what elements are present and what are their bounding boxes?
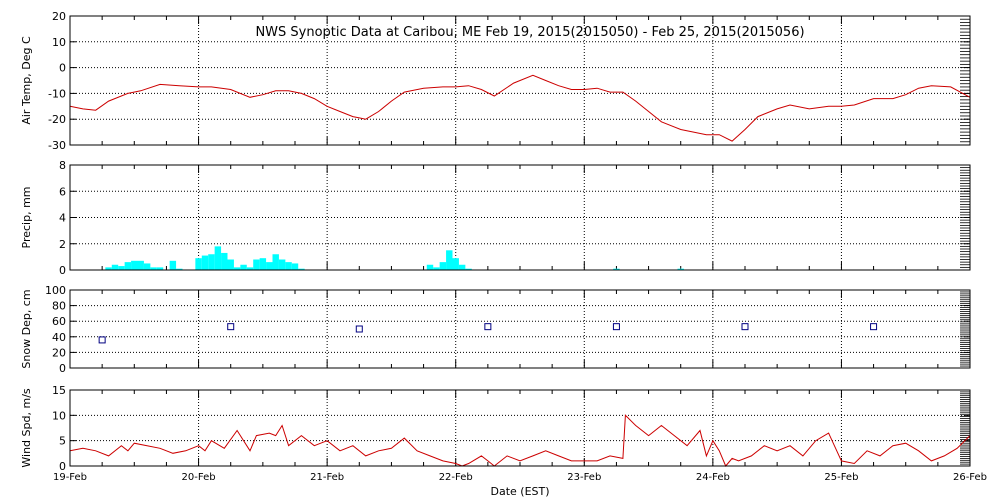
y-tick-label: 5 bbox=[59, 435, 66, 448]
precip-bar bbox=[266, 262, 273, 270]
panel-frame bbox=[69, 15, 971, 146]
y-tick-label: 100 bbox=[45, 284, 66, 297]
precip-bar bbox=[208, 254, 215, 270]
precip-bar bbox=[246, 267, 254, 270]
y-axis-label: Precip, mm bbox=[20, 187, 33, 249]
y-tick-label: 4 bbox=[59, 212, 66, 225]
snow-depth-point bbox=[741, 323, 749, 331]
precip-bar bbox=[458, 264, 466, 270]
snow-depth-point bbox=[484, 323, 492, 331]
y-tick-label: 10 bbox=[52, 36, 66, 49]
precip-bar bbox=[233, 267, 241, 270]
y-tick-label: 0 bbox=[59, 460, 66, 473]
precip-bar bbox=[176, 268, 183, 270]
y-tick-label: -30 bbox=[48, 139, 66, 152]
precip-bar bbox=[465, 268, 472, 270]
y-tick-label: 2 bbox=[59, 238, 66, 251]
panel-frame bbox=[69, 389, 971, 467]
precip-bar bbox=[291, 263, 299, 270]
x-tick-label: 21-Feb bbox=[310, 472, 344, 483]
panel-frame bbox=[69, 164, 971, 271]
precip-bar bbox=[169, 260, 177, 270]
y-tick-label: 6 bbox=[59, 185, 66, 198]
x-tick-label: 22-Feb bbox=[439, 472, 473, 483]
y-tick-label: -20 bbox=[48, 113, 66, 126]
precip-bar bbox=[677, 268, 684, 270]
y-tick-label: 10 bbox=[52, 409, 66, 422]
y-tick-label: 0 bbox=[59, 264, 66, 277]
y-axis-label: Air Temp, Deg C bbox=[20, 36, 33, 125]
precip-bar bbox=[111, 264, 119, 270]
x-tick-label: 26-Feb bbox=[953, 472, 987, 483]
precip-bar bbox=[433, 267, 440, 270]
snow-depth-point bbox=[355, 325, 363, 333]
precip-bar bbox=[285, 262, 292, 270]
precip-bar bbox=[195, 258, 202, 270]
snow-depth-point bbox=[612, 323, 620, 331]
precip-bar bbox=[156, 267, 164, 270]
x-tick-label: 19-Feb bbox=[53, 472, 87, 483]
x-tick-label: 25-Feb bbox=[824, 472, 858, 483]
precip-bar bbox=[452, 258, 459, 270]
x-axis-label: Date (EST) bbox=[490, 485, 549, 498]
y-tick-label: 40 bbox=[52, 331, 66, 344]
y-axis-label: Wind Spd, m/s bbox=[20, 388, 33, 468]
precip-bar bbox=[137, 260, 144, 270]
snow-depth-point bbox=[227, 323, 235, 331]
chart-title: NWS Synoptic Data at Caribou, ME Feb 19,… bbox=[255, 25, 804, 40]
precip-bar bbox=[143, 263, 151, 270]
precip-bar bbox=[278, 259, 286, 270]
precip-bar bbox=[259, 258, 267, 270]
precip-bar bbox=[150, 267, 157, 270]
precip-bar bbox=[426, 264, 434, 270]
y-tick-label: 8 bbox=[59, 159, 66, 172]
precip-bar bbox=[214, 246, 222, 270]
y-tick-label: 20 bbox=[52, 10, 66, 23]
x-tick-label: 20-Feb bbox=[182, 472, 216, 483]
x-tick-label: 24-Feb bbox=[696, 472, 730, 483]
precip-bar bbox=[105, 267, 112, 270]
y-tick-label: -10 bbox=[48, 87, 66, 100]
precip-bar bbox=[253, 259, 260, 270]
precip-bar bbox=[298, 268, 305, 270]
precip-bar bbox=[124, 262, 132, 270]
precip-bar bbox=[131, 260, 138, 270]
y-tick-label: 60 bbox=[52, 315, 66, 328]
y-tick-label: 0 bbox=[59, 62, 66, 75]
x-tick-label: 23-Feb bbox=[567, 472, 601, 483]
precip-bar bbox=[272, 254, 279, 270]
y-tick-label: 80 bbox=[52, 300, 66, 313]
precip-bar bbox=[227, 259, 234, 270]
precip-bar bbox=[613, 268, 620, 270]
snow-depth-point bbox=[98, 336, 106, 344]
wind-speed-line bbox=[69, 414, 971, 467]
snow-depth-point bbox=[870, 323, 878, 331]
precip-bar bbox=[439, 262, 447, 270]
precip-bar bbox=[240, 264, 247, 270]
panel-frame bbox=[69, 289, 971, 369]
y-axis-label: Snow Dep, cm bbox=[20, 289, 33, 368]
temperature-line bbox=[69, 74, 971, 142]
y-tick-label: 15 bbox=[52, 384, 66, 397]
y-tick-label: 0 bbox=[59, 362, 66, 375]
precip-bar bbox=[221, 252, 228, 270]
precip-bar bbox=[118, 266, 125, 270]
precip-bar bbox=[201, 255, 209, 270]
precip-bar bbox=[446, 250, 453, 270]
y-tick-label: 20 bbox=[52, 346, 66, 359]
